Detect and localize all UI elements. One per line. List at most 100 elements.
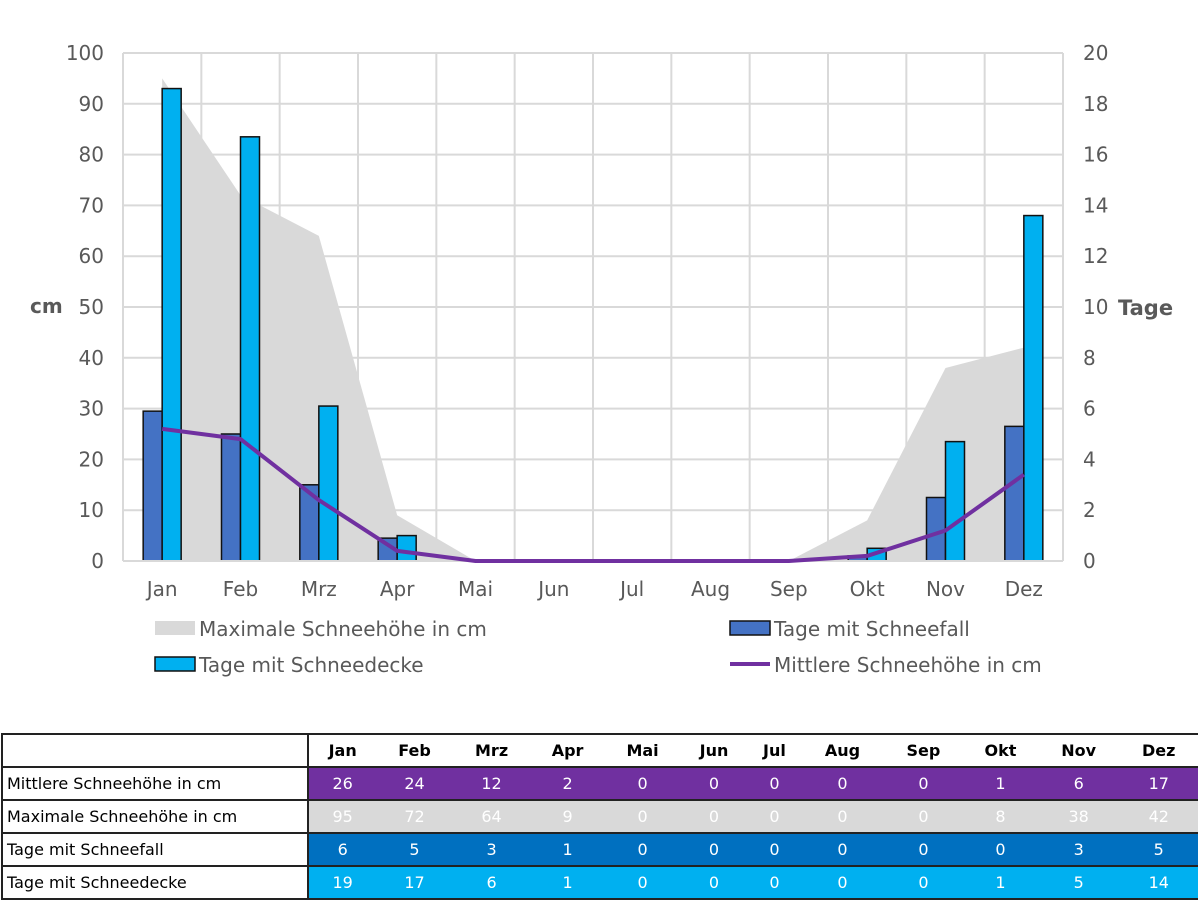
table-cell: 3	[452, 832, 531, 867]
x-tick: Jan	[145, 577, 178, 601]
y-right-tick: 2	[1083, 498, 1096, 522]
table-cell: 0	[680, 766, 748, 801]
table-row: Mittlere Schneehöhe in cm 26 24 12 2 0 0 0 0 0 1 6 1…	[1, 766, 1198, 801]
x-tick: Mrz	[301, 577, 337, 601]
bar-schneefall-Feb	[220, 433, 242, 562]
y-right-tick: 12	[1083, 244, 1108, 268]
bar-schneedecke-Apr	[396, 534, 417, 562]
corner-cell	[1, 733, 309, 768]
table-cell: 9	[530, 799, 605, 834]
bar-schneedecke-Feb	[239, 136, 261, 562]
table-cell: 95	[308, 799, 377, 834]
table-cell: 38	[1037, 799, 1120, 834]
table-cell: 6	[308, 832, 377, 867]
table-cell: 0	[801, 832, 884, 867]
y-left-tick: 80	[79, 143, 104, 167]
x-tick: Aug	[691, 577, 730, 601]
table-cell: 0	[883, 865, 964, 900]
x-tick: Feb	[223, 577, 258, 601]
table-cell: 0	[680, 865, 748, 900]
table-row: Tage mit Schneefall 6 5 3 1 0 0 0 0 0 0 3 5	[1, 832, 1198, 867]
table-cell: 0	[604, 865, 681, 900]
table-cell: 5	[1119, 832, 1198, 867]
table-cell: 0	[883, 799, 964, 834]
y-left-tick: 30	[79, 397, 104, 421]
table-cell: 0	[604, 799, 681, 834]
month-header: Jun	[680, 733, 748, 768]
row-label: Mittlere Schneehöhe in cm	[1, 766, 309, 801]
y-right-tick: 18	[1083, 92, 1108, 116]
table-cell: 5	[376, 832, 453, 867]
table-cell: 0	[604, 832, 681, 867]
y-left-tick: 0	[91, 549, 104, 573]
table-cell: 0	[747, 766, 802, 801]
table-cell: 17	[376, 865, 453, 900]
bar-schneedecke-Nov	[944, 440, 966, 562]
table-cell: 0	[680, 799, 748, 834]
month-header: Sep	[883, 733, 964, 768]
bar-schneefall-Dez	[1004, 425, 1025, 562]
y-left-tick: 40	[79, 346, 104, 370]
x-tick: Mai	[458, 577, 493, 601]
table-cell: 1	[530, 832, 605, 867]
y-left-label: cm	[30, 294, 63, 318]
x-tick: Jul	[618, 577, 644, 601]
row-label: Tage mit Schneefall	[1, 832, 309, 867]
y-right-tick: 6	[1083, 397, 1096, 421]
table-cell: 1	[963, 865, 1038, 900]
line-mittlere-schneehoehe	[161, 426, 1025, 563]
x-tick: Okt	[850, 577, 885, 601]
table-cell: 5	[1037, 865, 1120, 900]
month-header: Mrz	[452, 733, 531, 768]
table-cell: 17	[1119, 766, 1198, 801]
legend-label: Maximale Schneehöhe in cm	[199, 617, 487, 641]
month-header: Jul	[747, 733, 802, 768]
table-cell: 3	[1037, 832, 1120, 867]
table-cell: 14	[1119, 865, 1198, 900]
table-cell: 0	[747, 865, 802, 900]
x-tick: Apr	[380, 577, 415, 601]
legend-label: Mittlere Schneehöhe in cm	[774, 653, 1042, 677]
month-header: Aug	[801, 733, 884, 768]
table-cell: 0	[883, 766, 964, 801]
month-header: Feb	[376, 733, 453, 768]
bar-schneedecke-Jan	[161, 87, 182, 562]
chart: 0 10 20 30 40 50 60 70 80 90 100 0 2 4 6 8 10 12 14 16 18 20 J…	[30, 41, 1173, 677]
table-cell: 1	[530, 865, 605, 900]
table-cell: 64	[452, 799, 531, 834]
row-label: Maximale Schneehöhe in cm	[1, 799, 309, 834]
table-cell: 8	[963, 799, 1038, 834]
month-header: Jan	[308, 733, 377, 768]
table-cell: 6	[452, 865, 531, 900]
table-cell: 0	[883, 832, 964, 867]
y-right-tick: 20	[1083, 41, 1108, 65]
x-tick: Jun	[536, 577, 569, 601]
bar-schneedecke-Dez	[1023, 214, 1044, 562]
month-header: Apr	[530, 733, 605, 768]
table-cell: 1	[963, 766, 1038, 801]
y-left-tick: 10	[79, 498, 104, 522]
y-left-tick: 100	[66, 41, 104, 65]
table-cell: 0	[680, 832, 748, 867]
y-right-tick: 0	[1083, 549, 1096, 573]
x-tick: Dez	[1005, 577, 1043, 601]
table-cell: 0	[801, 799, 884, 834]
table-cell: 0	[747, 832, 802, 867]
table-cell: 12	[452, 766, 531, 801]
table-cell: 19	[308, 865, 377, 900]
table-cell: 0	[801, 865, 884, 900]
y-left-tick: 70	[79, 193, 104, 217]
table-cell: 72	[376, 799, 453, 834]
legend-label: Tage mit Schneefall	[773, 617, 970, 641]
table-header-row: Jan Feb Mrz Apr Mai Jun Jul Aug Sep Okt Nov Dez	[1, 733, 1198, 768]
table-cell: 0	[963, 832, 1038, 867]
x-tick: Sep	[770, 577, 808, 601]
month-header: Okt	[963, 733, 1038, 768]
table-cell: 0	[604, 766, 681, 801]
table-row: Maximale Schneehöhe in cm 95 72 64 9 0 0 0 0 0 8 38…	[1, 799, 1198, 834]
bar-schneefall-Jan	[142, 410, 163, 562]
month-header: Dez	[1119, 733, 1198, 768]
x-tick: Nov	[926, 577, 965, 601]
y-left-tick: 50	[79, 295, 104, 319]
